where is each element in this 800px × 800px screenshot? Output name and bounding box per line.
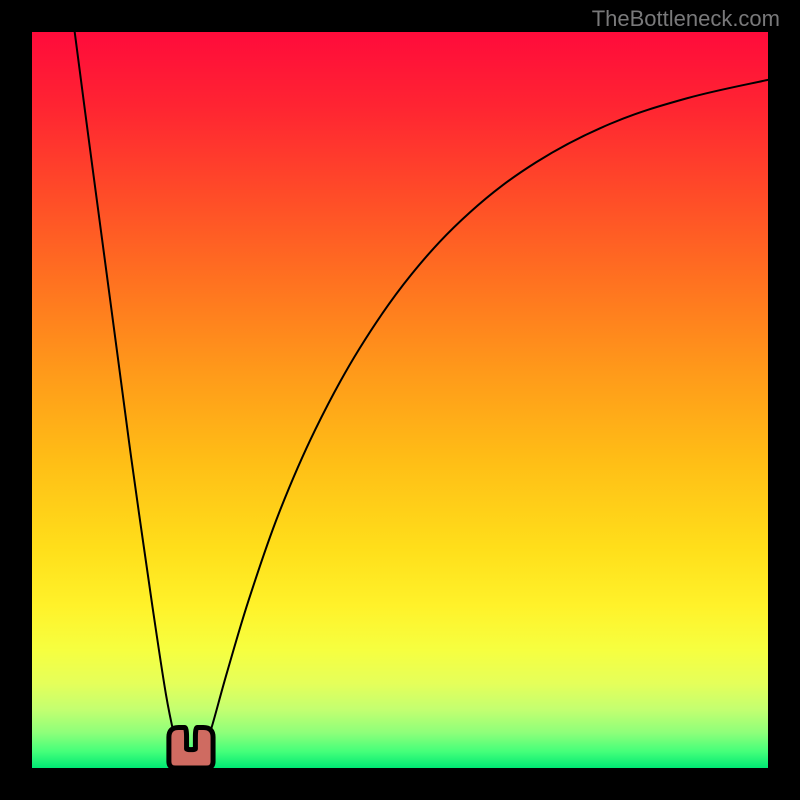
plot-area: [32, 32, 768, 768]
optimal-marker: [32, 32, 768, 768]
watermark-text: TheBottleneck.com: [592, 6, 780, 32]
